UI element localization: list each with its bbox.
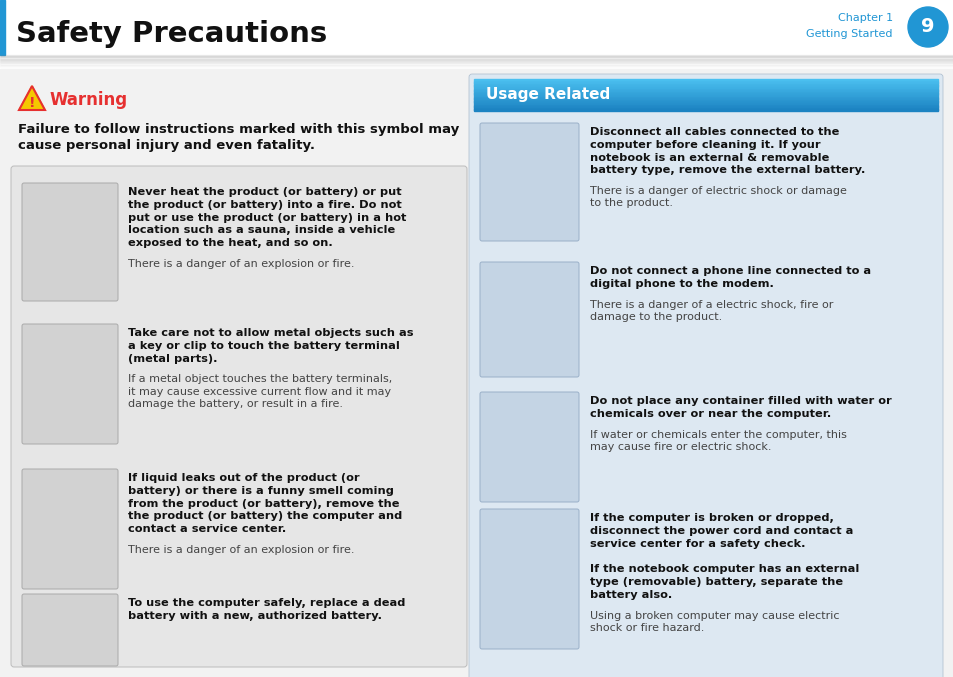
Text: There is a danger of electric shock or damage: There is a danger of electric shock or d… (589, 186, 846, 196)
Text: To use the computer safely, replace a dead: To use the computer safely, replace a de… (128, 598, 405, 608)
Text: There is a danger of an explosion or fire.: There is a danger of an explosion or fir… (128, 545, 355, 555)
Bar (0, 59, 953, 60)
Bar (474, 84, 937, 86)
FancyBboxPatch shape (22, 183, 118, 301)
Text: Safety Precautions: Safety Precautions (16, 20, 327, 48)
Text: exposed to the heat, and so on.: exposed to the heat, and so on. (128, 238, 333, 248)
Bar (474, 105, 937, 107)
Bar (474, 97, 937, 99)
Text: it may cause excessive current flow and it may: it may cause excessive current flow and … (128, 387, 391, 397)
Bar (0, 56, 953, 58)
Text: put or use the product (or battery) in a hot: put or use the product (or battery) in a… (128, 213, 406, 223)
Text: damage the battery, or result in a fire.: damage the battery, or result in a fire. (128, 399, 343, 409)
Text: the product (or battery) the computer and: the product (or battery) the computer an… (128, 511, 402, 521)
Bar (0, 62, 953, 64)
FancyBboxPatch shape (479, 262, 578, 377)
Circle shape (907, 7, 947, 47)
Text: battery type, remove the external battery.: battery type, remove the external batter… (589, 165, 864, 175)
Text: There is a danger of a electric shock, fire or: There is a danger of a electric shock, f… (589, 300, 833, 309)
Text: may cause fire or electric shock.: may cause fire or electric shock. (589, 442, 771, 452)
Bar (0, 60, 953, 61)
Text: Getting Started: Getting Started (805, 29, 892, 39)
Text: location such as a sauna, inside a vehicle: location such as a sauna, inside a vehic… (128, 225, 395, 236)
Text: to the product.: to the product. (589, 198, 672, 209)
Text: There is a danger of an explosion or fire.: There is a danger of an explosion or fir… (128, 259, 355, 269)
Bar (474, 102, 937, 104)
Bar (0, 58, 953, 59)
Bar (474, 95, 937, 97)
Text: battery also.: battery also. (589, 590, 672, 600)
Bar (474, 90, 937, 92)
Text: cause personal injury and even fatality.: cause personal injury and even fatality. (18, 139, 314, 152)
Bar (0, 0, 953, 55)
Bar (474, 81, 937, 83)
Text: Do not place any container filled with water or: Do not place any container filled with w… (589, 396, 891, 406)
Text: disconnect the power cord and contact a: disconnect the power cord and contact a (589, 526, 853, 536)
Text: damage to the product.: damage to the product. (589, 312, 721, 322)
Text: If water or chemicals enter the computer, this: If water or chemicals enter the computer… (589, 430, 846, 439)
Bar (474, 79, 937, 81)
Bar (0, 64, 953, 66)
Text: Take care not to allow metal objects such as: Take care not to allow metal objects suc… (128, 328, 413, 338)
Text: Warning: Warning (50, 91, 128, 109)
Bar (0, 55, 953, 56)
Bar (474, 106, 937, 108)
FancyBboxPatch shape (22, 469, 118, 589)
Text: contact a service center.: contact a service center. (128, 524, 286, 534)
Bar (0, 0, 5, 55)
Text: chemicals over or near the computer.: chemicals over or near the computer. (589, 409, 830, 419)
Text: computer before cleaning it. If your: computer before cleaning it. If your (589, 139, 820, 150)
Text: Chapter 1: Chapter 1 (837, 13, 892, 23)
Text: Usage Related: Usage Related (485, 87, 610, 102)
Text: type (removable) battery, separate the: type (removable) battery, separate the (589, 577, 842, 587)
FancyBboxPatch shape (11, 166, 467, 667)
Bar (0, 69, 953, 677)
Bar (474, 110, 937, 112)
Text: battery) or there is a funny smell coming: battery) or there is a funny smell comin… (128, 486, 394, 496)
FancyBboxPatch shape (479, 392, 578, 502)
Text: If the computer is broken or dropped,: If the computer is broken or dropped, (589, 513, 833, 523)
Text: 9: 9 (921, 18, 934, 37)
Bar (0, 61, 953, 62)
Text: the product (or battery) into a fire. Do not: the product (or battery) into a fire. Do… (128, 200, 401, 210)
Bar (474, 108, 937, 110)
Text: Never heat the product (or battery) or put: Never heat the product (or battery) or p… (128, 187, 401, 197)
Bar (474, 87, 937, 89)
Bar (474, 82, 937, 85)
Text: digital phone to the modem.: digital phone to the modem. (589, 279, 773, 289)
Text: If the notebook computer has an external: If the notebook computer has an external (589, 564, 859, 574)
Text: from the product (or battery), remove the: from the product (or battery), remove th… (128, 498, 399, 508)
Text: Do not connect a phone line connected to a: Do not connect a phone line connected to… (589, 266, 870, 276)
Text: If liquid leaks out of the product (or: If liquid leaks out of the product (or (128, 473, 359, 483)
Text: (metal parts).: (metal parts). (128, 353, 217, 364)
Text: service center for a safety check.: service center for a safety check. (589, 539, 804, 548)
Bar (474, 92, 937, 94)
Text: a key or clip to touch the battery terminal: a key or clip to touch the battery termi… (128, 341, 399, 351)
Text: Failure to follow instructions marked with this symbol may: Failure to follow instructions marked wi… (18, 123, 458, 136)
Text: Using a broken computer may cause electric: Using a broken computer may cause electr… (589, 611, 839, 621)
FancyBboxPatch shape (469, 74, 942, 677)
Bar (474, 103, 937, 105)
Bar (0, 66, 953, 67)
Polygon shape (19, 86, 45, 110)
FancyBboxPatch shape (479, 123, 578, 241)
Bar (474, 100, 937, 102)
Bar (474, 89, 937, 91)
FancyBboxPatch shape (22, 594, 118, 666)
Text: If a metal object touches the battery terminals,: If a metal object touches the battery te… (128, 374, 392, 385)
Text: notebook is an external & removable: notebook is an external & removable (589, 152, 828, 162)
Text: battery with a new, authorized battery.: battery with a new, authorized battery. (128, 611, 381, 621)
Bar (474, 93, 937, 95)
Bar (474, 98, 937, 100)
Text: Disconnect all cables connected to the: Disconnect all cables connected to the (589, 127, 839, 137)
Text: !: ! (29, 96, 35, 110)
FancyBboxPatch shape (479, 509, 578, 649)
Bar (474, 85, 937, 87)
Text: shock or fire hazard.: shock or fire hazard. (589, 623, 703, 633)
FancyBboxPatch shape (22, 324, 118, 444)
